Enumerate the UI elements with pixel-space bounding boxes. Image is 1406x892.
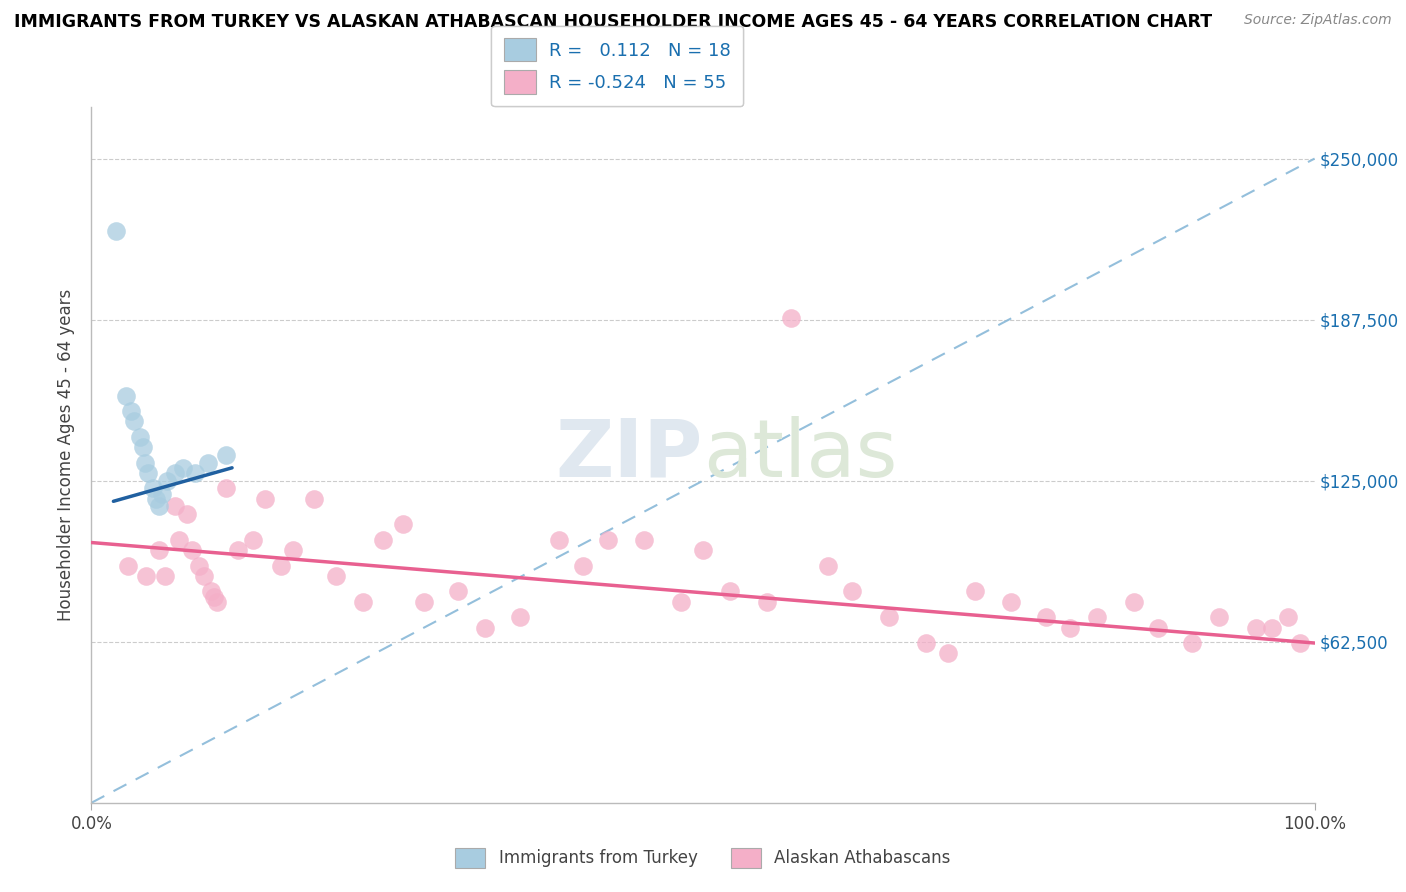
Point (104, 224, 127, 238)
Point (718, 584, 741, 599)
Point (755, 595, 778, 609)
Point (156, 474, 179, 488)
Point (150, 486, 173, 500)
Point (184, 466, 207, 480)
Point (692, 543, 714, 558)
Point (1208, 610, 1230, 624)
Legend: R =   0.112   N = 18, R = -0.524   N = 55: R = 0.112 N = 18, R = -0.524 N = 55 (491, 26, 744, 106)
Point (669, 595, 692, 609)
Point (1147, 621, 1170, 635)
Point (1244, 621, 1267, 635)
Legend: Immigrants from Turkey, Alaskan Athabascans: Immigrants from Turkey, Alaskan Athabasc… (449, 841, 957, 875)
Point (1059, 621, 1081, 635)
Text: atlas: atlas (703, 416, 897, 494)
Point (172, 460, 194, 475)
Point (122, 414, 145, 428)
Point (148, 543, 170, 558)
Point (193, 569, 215, 583)
Point (1289, 636, 1312, 650)
Point (1122, 595, 1144, 609)
Point (596, 533, 619, 547)
Y-axis label: Householder Income Ages 45 - 64 years: Householder Income Ages 45 - 64 years (58, 289, 76, 621)
Point (877, 610, 900, 624)
Point (145, 491, 167, 506)
Point (474, 621, 496, 635)
Point (509, 610, 531, 624)
Point (325, 569, 347, 583)
Point (132, 440, 155, 454)
Point (371, 533, 394, 547)
Point (120, 404, 142, 418)
Point (1035, 610, 1057, 624)
Point (841, 584, 863, 599)
Point (270, 558, 292, 573)
Point (136, 466, 159, 480)
Point (1277, 610, 1299, 624)
Point (188, 558, 211, 573)
Point (215, 448, 238, 462)
Point (197, 456, 219, 470)
Text: IMMIGRANTS FROM TURKEY VS ALASKAN ATHABASCAN HOUSEHOLDER INCOME AGES 45 - 64 YEA: IMMIGRANTS FROM TURKEY VS ALASKAN ATHABA… (14, 13, 1212, 31)
Point (914, 636, 936, 650)
Text: Source: ZipAtlas.com: Source: ZipAtlas.com (1244, 13, 1392, 28)
Point (129, 430, 152, 444)
Point (141, 482, 163, 496)
Point (547, 533, 569, 547)
Point (302, 491, 325, 506)
Point (226, 543, 249, 558)
Point (202, 590, 225, 604)
Point (633, 533, 655, 547)
Point (242, 533, 264, 547)
Point (780, 311, 803, 326)
Point (148, 500, 170, 514)
Point (572, 558, 595, 573)
Point (163, 500, 186, 514)
Point (169, 533, 191, 547)
Point (114, 389, 136, 403)
Point (392, 517, 415, 532)
Point (283, 543, 305, 558)
Point (215, 482, 238, 496)
Point (413, 595, 436, 609)
Point (817, 558, 839, 573)
Point (176, 507, 198, 521)
Point (1000, 595, 1022, 609)
Point (207, 595, 229, 609)
Point (936, 646, 959, 660)
Point (135, 569, 157, 583)
Point (963, 584, 986, 599)
Point (134, 456, 156, 470)
Point (1261, 621, 1284, 635)
Point (254, 491, 277, 506)
Point (180, 543, 202, 558)
Text: ZIP: ZIP (555, 416, 703, 494)
Point (1085, 610, 1108, 624)
Point (447, 584, 470, 599)
Point (117, 558, 139, 573)
Point (163, 466, 186, 480)
Point (200, 584, 222, 599)
Point (153, 569, 176, 583)
Point (1181, 636, 1204, 650)
Point (352, 595, 374, 609)
